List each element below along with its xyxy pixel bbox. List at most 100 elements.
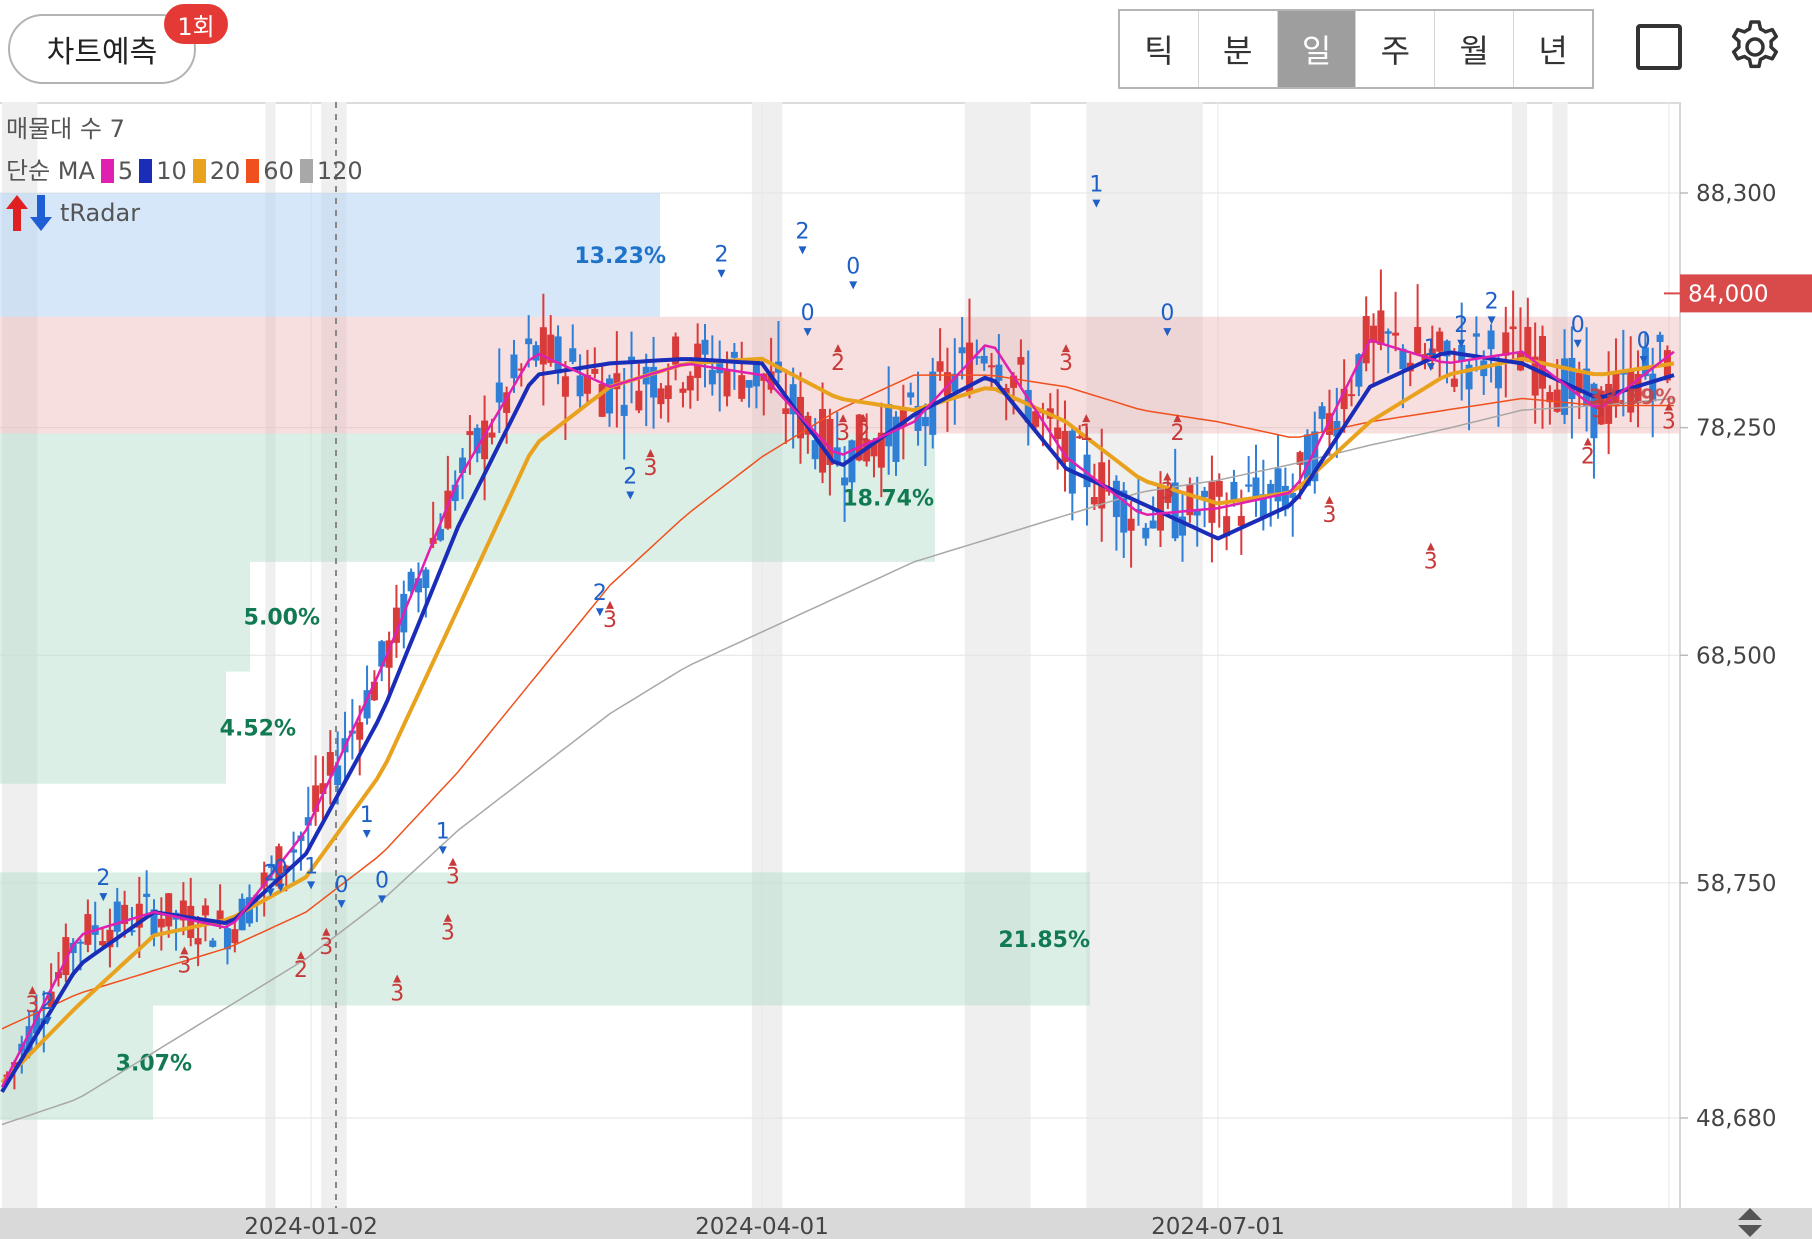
- candle-body: [1465, 364, 1473, 390]
- candle-body: [892, 416, 900, 462]
- candle-body: [1575, 372, 1583, 394]
- volume-profile-percent-label: 21.85%: [998, 928, 1090, 953]
- signal-up-arrow-icon: [834, 344, 842, 353]
- candle-body: [407, 571, 415, 592]
- candle-body: [1061, 431, 1069, 462]
- signal-down-arrow-icon: [1163, 328, 1172, 337]
- tab-period-3[interactable]: 주: [1356, 11, 1436, 87]
- candle-body: [525, 338, 533, 345]
- candle-body: [319, 783, 327, 794]
- candle-body: [1002, 388, 1010, 395]
- volume-profile-band: [0, 433, 935, 562]
- candle-body: [481, 420, 489, 460]
- candle-body: [1193, 509, 1201, 516]
- candle-body: [1201, 490, 1209, 498]
- tab-period-1[interactable]: 분: [1199, 11, 1278, 87]
- tab-period-4[interactable]: 월: [1435, 11, 1515, 87]
- tradar-signal-label: 3: [1059, 351, 1073, 376]
- candle-body: [414, 578, 422, 593]
- candle-body: [437, 529, 445, 541]
- candle-body: [1597, 390, 1605, 425]
- candle-body: [752, 359, 760, 387]
- ma-legend-label: 단순 MA: [6, 157, 95, 185]
- candle-body: [25, 1026, 33, 1052]
- tab-period-2[interactable]: 일: [1277, 11, 1357, 87]
- candle-body: [1017, 357, 1025, 365]
- candle-body: [1634, 373, 1642, 404]
- signal-down-arrow-icon: [438, 846, 447, 855]
- tab-period-0[interactable]: 틱: [1120, 11, 1199, 87]
- tradar-legend[interactable]: tRadar: [6, 192, 363, 234]
- candle-body: [561, 376, 569, 397]
- candle-body: [855, 414, 863, 461]
- candle-body: [495, 382, 503, 403]
- candle-body: [304, 817, 312, 826]
- band-overlay-percent-label: 33.59%: [1589, 385, 1676, 409]
- candle-body: [1230, 481, 1238, 501]
- candle-body: [216, 910, 224, 925]
- candle-body: [312, 785, 320, 812]
- candle-body: [1627, 368, 1635, 413]
- candle-body: [1399, 348, 1407, 370]
- ma-legend-item-5: 5: [95, 150, 133, 192]
- candle-body: [1509, 326, 1517, 330]
- gear-icon[interactable]: [1726, 18, 1784, 76]
- volume-profile-percent-label: 13.23%: [574, 244, 666, 269]
- candle-body: [635, 390, 643, 411]
- signal-up-arrow-icon: [646, 449, 655, 458]
- ma-period-label: 120: [316, 157, 363, 185]
- candle-body: [1267, 483, 1275, 495]
- candle-body: [187, 905, 195, 938]
- candle-body: [32, 1010, 40, 1034]
- ma60-line: [1, 374, 1674, 1030]
- signal-down-arrow-icon: [266, 888, 275, 897]
- scroll-updown-icon[interactable]: [1730, 1206, 1770, 1239]
- tradar-signal-label: 1: [1079, 421, 1093, 446]
- ma-legend-item-20: 20: [187, 150, 240, 192]
- fullscreen-icon[interactable]: [1634, 22, 1684, 72]
- tradar-signal-label: 2: [831, 351, 845, 376]
- signal-down-arrow-icon: [362, 830, 371, 839]
- candle-body: [150, 909, 158, 936]
- candle-body: [723, 369, 731, 397]
- candle-body: [745, 380, 753, 388]
- tab-period-5[interactable]: 년: [1538, 32, 1568, 70]
- red-up-arrow-icon: [6, 195, 28, 231]
- candle-body: [466, 431, 474, 436]
- candle-body: [583, 374, 591, 394]
- signal-up-arrow-icon: [448, 857, 457, 866]
- signal-up-arrow-icon: [1664, 402, 1673, 411]
- signal-down-arrow-icon: [626, 491, 635, 500]
- x-axis-tick-label: 2024-01-02: [244, 1214, 378, 1239]
- candle-body: [1553, 389, 1561, 412]
- candle-body: [958, 347, 966, 354]
- candle-body: [121, 904, 129, 925]
- ma-swatch-10: [139, 159, 153, 183]
- candle-body: [1436, 331, 1444, 352]
- tradar-signal-label: 2: [1454, 313, 1468, 338]
- candle-body: [69, 942, 77, 954]
- chart-legend: 매물대 수 7 단순 MA 5 10 20 60 120 tRadar: [6, 108, 363, 234]
- volume-profile-percent-label: 18.74%: [842, 487, 934, 512]
- signal-up-arrow-icon: [443, 913, 452, 922]
- candle-body: [598, 384, 606, 417]
- signal-down-arrow-icon: [307, 881, 316, 890]
- candle-body: [1252, 477, 1260, 500]
- ma-legend[interactable]: 단순 MA 5 10 20 60 120: [6, 150, 363, 192]
- candle-body: [326, 752, 334, 776]
- signal-down-arrow-icon: [1487, 316, 1496, 325]
- tradar-signal-label: 1: [1089, 173, 1103, 198]
- candle-body: [363, 690, 371, 719]
- candle-body: [1487, 330, 1495, 350]
- candle-body: [848, 440, 856, 483]
- candle-body: [650, 366, 658, 398]
- tradar-signal-label: 3: [1424, 550, 1438, 575]
- candle-body: [1259, 494, 1267, 519]
- candle-body: [782, 408, 790, 414]
- candle-body: [473, 427, 481, 454]
- candle-body: [554, 336, 562, 374]
- signal-up-arrow-icon: [859, 414, 868, 423]
- candle-body: [165, 893, 173, 927]
